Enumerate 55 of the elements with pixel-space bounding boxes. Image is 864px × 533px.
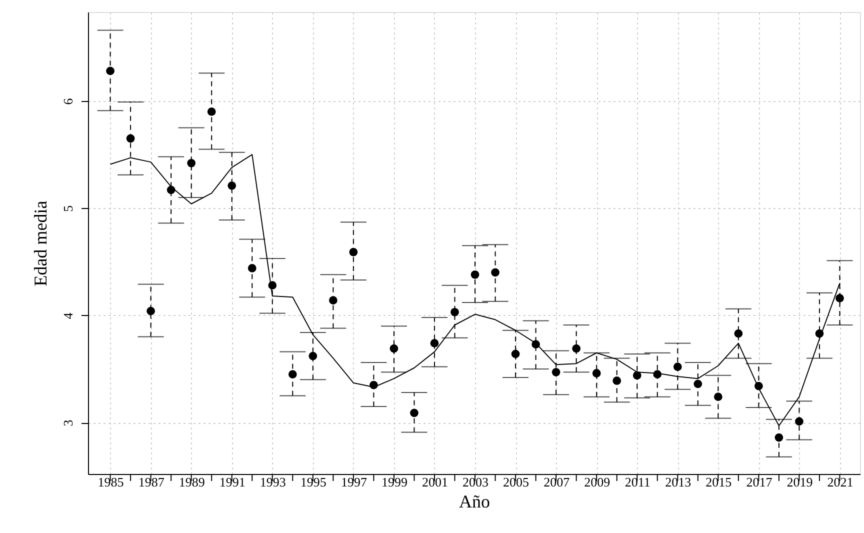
point [491,268,500,277]
y-tick-label: 4 [60,312,76,320]
point [207,108,216,116]
point [734,329,743,338]
point [146,306,155,316]
x-tick-label: 1995 [300,474,326,490]
x-tick-label: 1987 [138,474,165,490]
point [349,248,358,256]
point [328,296,338,305]
y-axis-title: Edad media [30,200,50,286]
point [187,158,196,168]
point [612,376,622,385]
x-tick-label: 2015 [706,474,732,490]
x-tick-label: 1985 [98,474,124,490]
point [228,181,236,190]
point [673,362,682,371]
point [248,264,256,272]
x-tick-label: 2013 [665,474,692,490]
point [592,369,601,378]
x-tick-label: 2003 [462,474,489,490]
point [572,344,581,353]
y-tick-label: 6 [60,98,76,105]
x-tick-label: 2019 [786,474,813,490]
point [450,308,459,316]
point [106,66,114,76]
point [511,350,520,358]
y-tick-label: 3 [60,420,76,426]
point [470,270,480,279]
point [552,368,560,376]
point [430,339,439,348]
x-axis-title: Año [459,492,490,512]
point [774,433,784,442]
x-tick-label: 2001 [422,474,448,490]
point [308,352,318,360]
point [390,344,398,353]
y-tick-label: 5 [60,205,76,212]
point [410,408,418,418]
point [126,134,135,143]
x-tick-label: 1991 [219,474,246,490]
point [288,370,297,378]
x-tick-label: 1989 [178,474,205,490]
x-tick-label: 2007 [544,474,570,490]
x-tick-label: 2021 [827,474,854,490]
x-tick-label: 1999 [381,474,408,490]
point [836,294,844,302]
x-tick-label: 1997 [340,474,368,490]
x-tick-label: 2017 [746,474,773,490]
x-tick-label: 2011 [624,474,650,490]
point [694,380,702,388]
x-tick-label: 2009 [584,474,610,490]
point [632,371,642,380]
x-tick-label: 1993 [260,474,286,490]
point [714,392,722,401]
x-tick-label: 2005 [503,474,530,490]
point [795,417,804,426]
